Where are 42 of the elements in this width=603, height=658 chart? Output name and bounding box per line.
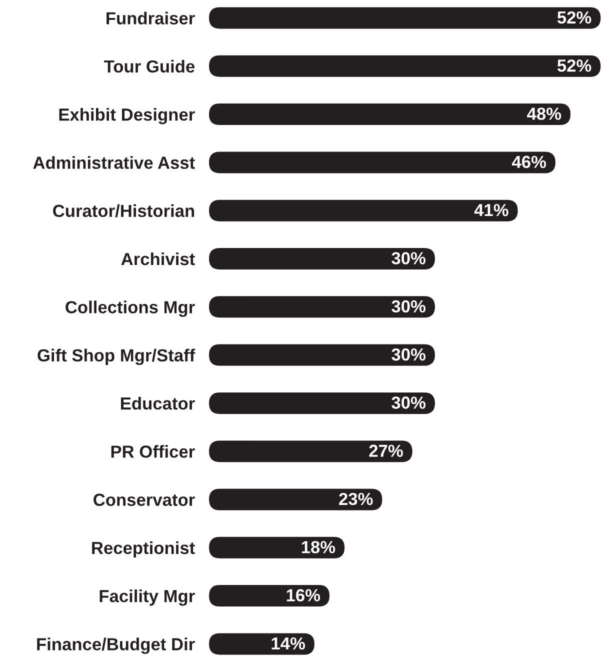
- data-label: 16%: [286, 589, 320, 602]
- y-tick-label: Conservator: [94, 494, 195, 506]
- bar: [209, 392, 435, 414]
- data-label: 27%: [369, 444, 403, 457]
- data-label: 41%: [474, 204, 508, 216]
- y-tick-label: Administrative Asst: [33, 156, 195, 169]
- y-tick-label: Fundraiser: [106, 12, 195, 24]
- y-tick-label: Exhibit Designer: [59, 108, 195, 124]
- y-tick-label: PR Officer: [111, 445, 195, 458]
- y-tick-label: Curator/Historian: [53, 204, 194, 218]
- data-label: 52%: [557, 11, 592, 24]
- bar: [209, 200, 518, 222]
- data-label: 14%: [272, 637, 305, 650]
- data-label: 30%: [392, 348, 426, 361]
- data-label: 30%: [392, 252, 426, 264]
- bar: [209, 248, 435, 270]
- data-label: 18%: [302, 540, 336, 554]
- y-tick-label: Facility Mgr: [100, 590, 195, 606]
- data-label: 52%: [557, 59, 592, 72]
- bar: [209, 440, 412, 462]
- bar: [209, 7, 601, 29]
- bar: [209, 344, 435, 366]
- bar: [209, 633, 314, 655]
- bar: [209, 296, 435, 318]
- data-label: 48%: [527, 108, 562, 120]
- bar: [209, 585, 330, 607]
- bar: [209, 536, 345, 558]
- data-label: 23%: [339, 492, 373, 506]
- bar: [209, 488, 382, 510]
- data-label: 46%: [512, 156, 546, 168]
- bar: [209, 152, 556, 174]
- y-tick-label: Gift Shop Mgr/Staff: [38, 348, 196, 366]
- y-tick-label: Archivist: [121, 252, 195, 266]
- y-tick-label: Receptionist: [92, 541, 195, 558]
- y-tick-label: Collections Mgr: [66, 300, 195, 317]
- bar: [209, 55, 601, 77]
- data-label: 30%: [392, 396, 426, 409]
- data-label: 30%: [392, 300, 426, 313]
- y-tick-label: Educator: [121, 396, 195, 410]
- y-tick-label: Finance/Budget Dir: [37, 638, 195, 654]
- y-tick-label: Tour Guide: [104, 60, 195, 73]
- bar: [209, 104, 571, 126]
